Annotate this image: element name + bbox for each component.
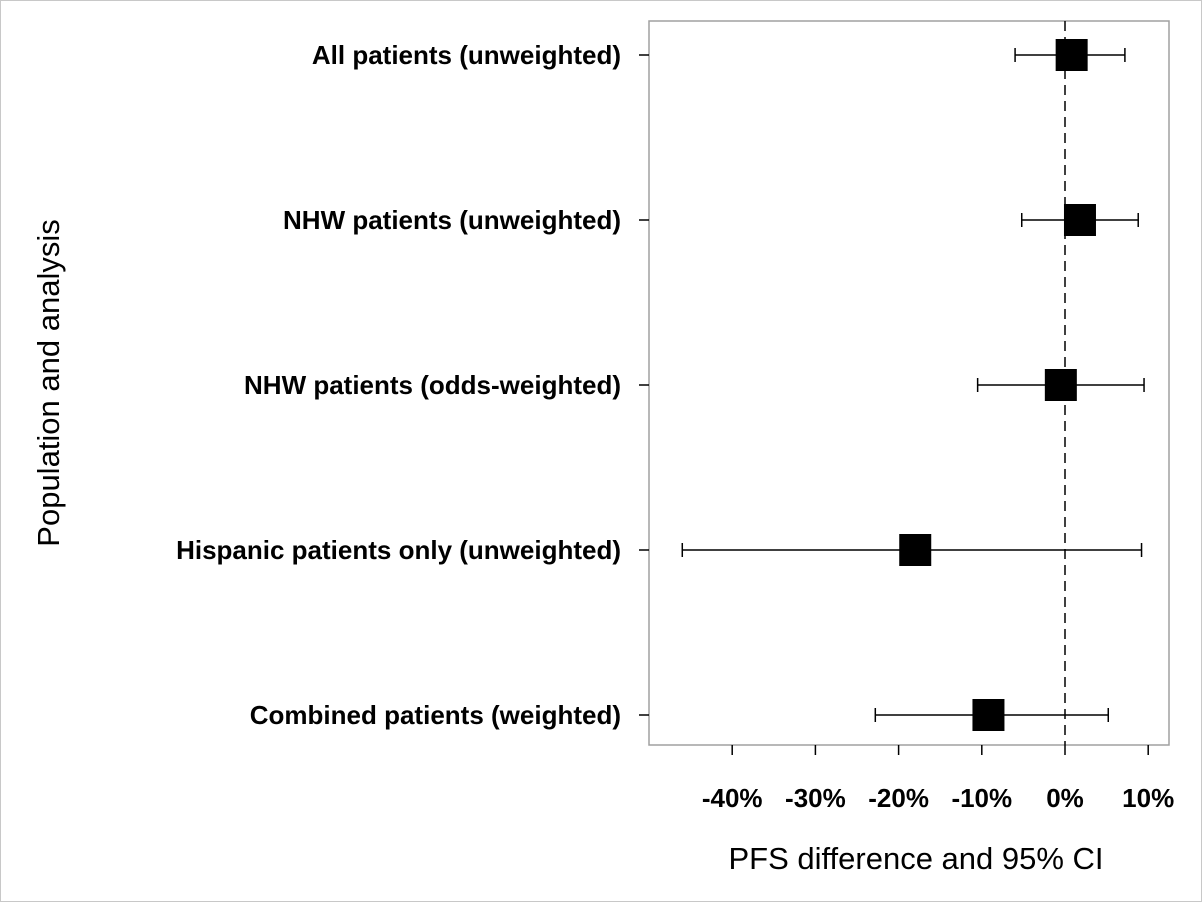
x-tick-label: 10% — [1122, 783, 1174, 813]
category-label: Hispanic patients only (unweighted) — [176, 535, 621, 565]
plot-area — [648, 20, 1170, 746]
forest-row — [976, 369, 1145, 401]
estimate-marker — [899, 534, 932, 566]
estimate-marker — [972, 699, 1005, 731]
forest-row — [874, 699, 1110, 731]
forest-row — [1014, 39, 1126, 71]
estimate-marker — [1044, 369, 1077, 401]
category-label: NHW patients (odds-weighted) — [244, 370, 621, 400]
data-marks — [681, 39, 1145, 731]
x-axis: -40% -30% -20% -10% 0% 10% — [702, 745, 1174, 813]
estimate-marker — [1055, 39, 1088, 71]
forest-row — [681, 534, 1143, 566]
estimate-marker — [1063, 204, 1096, 236]
y-axis: All patients (unweighted) NHW patients (u… — [176, 40, 649, 730]
x-tick-label: 0% — [1046, 783, 1084, 813]
category-label: All patients (unweighted) — [312, 40, 621, 70]
category-label: Combined patients (weighted) — [250, 700, 621, 730]
x-tick-label: -10% — [951, 783, 1012, 813]
category-label: NHW patients (unweighted) — [283, 205, 621, 235]
forest-row — [1020, 204, 1139, 236]
x-tick-label: -30% — [785, 783, 846, 813]
x-tick-label: -20% — [868, 783, 929, 813]
y-axis-title: Population and analysis — [31, 219, 66, 546]
x-tick-label: -40% — [702, 783, 763, 813]
x-axis-title: PFS difference and 95% CI — [728, 841, 1103, 876]
